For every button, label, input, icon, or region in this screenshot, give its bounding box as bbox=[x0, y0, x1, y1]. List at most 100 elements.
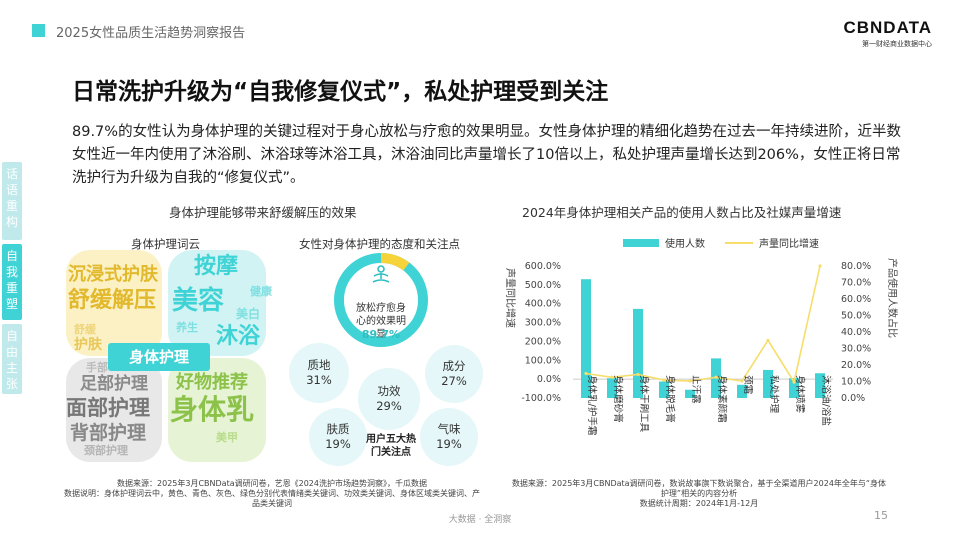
left-tick-label: -100.0% bbox=[521, 393, 561, 404]
category-labels: 身体乳/护手霜 身体磨砂膏 身体干刷工具 身体脱毛膏 止汗露 身体素颜霜 颈霜 私处护理 身体喷… bbox=[586, 375, 832, 435]
usage-voice-chart: 使用人数 声量同比增速 600.0%500.0%400.0%300.0%200.0… bbox=[504, 237, 899, 435]
bubble-value: 19% bbox=[436, 437, 462, 451]
category-label: 止汗露 bbox=[690, 375, 702, 404]
chart-legend: 使用人数 声量同比增速 bbox=[623, 237, 819, 250]
right-tick-label: 60.0% bbox=[841, 294, 871, 305]
category-label: 身体素颜霜 bbox=[716, 375, 728, 423]
growth-point-1 bbox=[584, 371, 588, 376]
category-label: 身体磨砂膏 bbox=[612, 375, 624, 423]
right-tick-label: 80.0% bbox=[841, 261, 871, 272]
category-label: 身体乳/护手霜 bbox=[586, 375, 598, 435]
footer-slogan: 大数据 · 全洞察 bbox=[448, 515, 512, 525]
word: 舒缓解压 bbox=[68, 288, 157, 313]
donut-rest-arc bbox=[334, 253, 428, 347]
bar-8 bbox=[763, 369, 773, 398]
wordcloud-center-label: 身体护理 bbox=[108, 343, 210, 371]
word: 沐浴 bbox=[216, 324, 261, 349]
right-section-title: 2024年身体护理相关产品的使用人数占比及社媒声量增速 bbox=[522, 205, 842, 220]
right-tick-label: 50.0% bbox=[841, 311, 871, 322]
category-label: 身体喷雾 bbox=[794, 375, 806, 414]
legend-bar-label: 使用人数 bbox=[665, 237, 705, 250]
legend-bar-swatch bbox=[623, 239, 659, 247]
word: 颈部护理 bbox=[84, 444, 128, 457]
right-axis-ticks: 80.0% 70.0% 60.0% 50.0% 40.0% 30.0% 20.0% 10.0%… bbox=[841, 261, 871, 404]
cbndata-logo: CBNDATA 第一财经商业数据中心 bbox=[843, 18, 932, 49]
left-tick-label: 600.0% bbox=[525, 261, 561, 272]
growth-point-6 bbox=[714, 375, 718, 379]
bar-4 bbox=[659, 381, 669, 398]
product-blob bbox=[168, 358, 266, 462]
right-tick-label: 40.0% bbox=[841, 327, 871, 338]
bubble-value: 27% bbox=[441, 374, 467, 388]
growth-point-10 bbox=[818, 264, 822, 268]
left-tick-label: 400.0% bbox=[525, 299, 561, 310]
attitude-title: 女性对身体护理的态度和关注点 bbox=[299, 237, 460, 251]
side-tab-3[interactable]: 自由主张 bbox=[2, 324, 22, 394]
bubble-skin-type: 肤质 19% bbox=[309, 408, 367, 466]
right-tick-label: 70.0% bbox=[841, 278, 871, 289]
growth-point-7 bbox=[740, 379, 744, 383]
page-title: 日常洗护升级为“自我修复仪式”，私处护理受到关注 bbox=[72, 79, 609, 105]
left-tick-label: 300.0% bbox=[525, 318, 561, 329]
logo-sub-text: 第一财经商业数据中心 bbox=[862, 40, 932, 48]
bubble-ingredient: 成分 27% bbox=[425, 345, 483, 403]
right-data-note: 数据来源：2025年3月CBNData调研问卷，数说故事旗下数说聚合，基于全渠道… bbox=[511, 479, 887, 508]
word: 身体乳 bbox=[170, 393, 255, 426]
bubble-efficacy: 功效 29% bbox=[358, 368, 420, 430]
donut-svg bbox=[334, 253, 428, 347]
bubble-label: 成分 bbox=[442, 359, 466, 373]
growth-point-2 bbox=[610, 375, 614, 379]
word: 背部护理 bbox=[70, 422, 147, 444]
right-tick-label: 20.0% bbox=[841, 360, 871, 371]
word: 健康 bbox=[250, 285, 272, 298]
logo-main-text: CBNDATA bbox=[843, 18, 932, 37]
word: 舒缓 bbox=[74, 323, 96, 336]
intro-paragraph: 89.7%的女性认为身体护理的关键过程对于身心放松与疗愈的效果明显。女性身体护理… bbox=[72, 124, 902, 186]
bubble-texture: 质地 31% bbox=[289, 343, 349, 403]
growth-point-3 bbox=[636, 372, 640, 377]
category-label: 颈霜 bbox=[742, 375, 753, 394]
side-tab-1[interactable]: 话语重构 bbox=[2, 162, 22, 240]
word: 护肤 bbox=[74, 337, 102, 353]
emotion-blob bbox=[66, 250, 162, 356]
word: 美甲 bbox=[216, 431, 238, 444]
report-title: 2025女性品质生活趋势洞察报告 bbox=[56, 26, 246, 41]
word: 沉浸式护肤 bbox=[68, 264, 158, 285]
bubble-value: 29% bbox=[376, 399, 402, 413]
word-cloud: 沉浸式护肤 舒缓解压 舒缓 护肤 按摩 美容 健康 美白 养生 沐浴 颈部护理 … bbox=[66, 250, 272, 462]
word: 足部护理 bbox=[80, 374, 148, 394]
side-tab-2[interactable]: 自我重塑 bbox=[2, 244, 22, 320]
left-tick-label: 200.0% bbox=[525, 336, 561, 347]
donut-label: 放松疗愈身心的效果明显 bbox=[356, 303, 406, 340]
bar-9 bbox=[789, 378, 799, 398]
word: 手部 bbox=[86, 361, 108, 374]
side-nav: 话语重构 自我重塑 自由主张 bbox=[2, 162, 22, 398]
bubble-scent: 气味 19% bbox=[420, 408, 478, 466]
growth-point-5 bbox=[688, 379, 692, 383]
bubble-center-label: 用户五大热门关注点 bbox=[366, 434, 416, 458]
word: 美容 bbox=[172, 286, 225, 316]
bubble-label: 功效 bbox=[377, 384, 401, 398]
right-tick-label: 10.0% bbox=[841, 377, 871, 388]
right-tick-label: 0.0% bbox=[841, 393, 865, 404]
effect-blob bbox=[168, 250, 266, 356]
bar-10 bbox=[815, 373, 825, 398]
left-tick-label: 0.0% bbox=[537, 374, 561, 385]
line-series bbox=[584, 264, 822, 385]
bubble-label: 肤质 bbox=[326, 422, 350, 436]
category-label: 身体脱毛膏 bbox=[664, 375, 676, 423]
left-axis-title: 声量同比增速 bbox=[504, 268, 517, 328]
bar-2 bbox=[607, 378, 617, 398]
bar-3 bbox=[633, 308, 643, 398]
right-axis-title: 产品使用人数占比 bbox=[886, 258, 899, 338]
bar-7 bbox=[737, 384, 747, 398]
right-tick-label: 30.0% bbox=[841, 344, 871, 355]
bubble-label: 气味 bbox=[437, 422, 461, 436]
category-label: 身体干刷工具 bbox=[638, 375, 650, 433]
meditation-icon bbox=[372, 265, 390, 283]
left-tick-label: 500.0% bbox=[525, 280, 561, 291]
legend-line-label: 声量同比增速 bbox=[759, 237, 819, 250]
left-section-title: 身体护理能够带来舒缓解压的效果 bbox=[169, 205, 357, 220]
word: 美白 bbox=[236, 307, 261, 321]
word: 好物推荐 bbox=[176, 372, 248, 393]
